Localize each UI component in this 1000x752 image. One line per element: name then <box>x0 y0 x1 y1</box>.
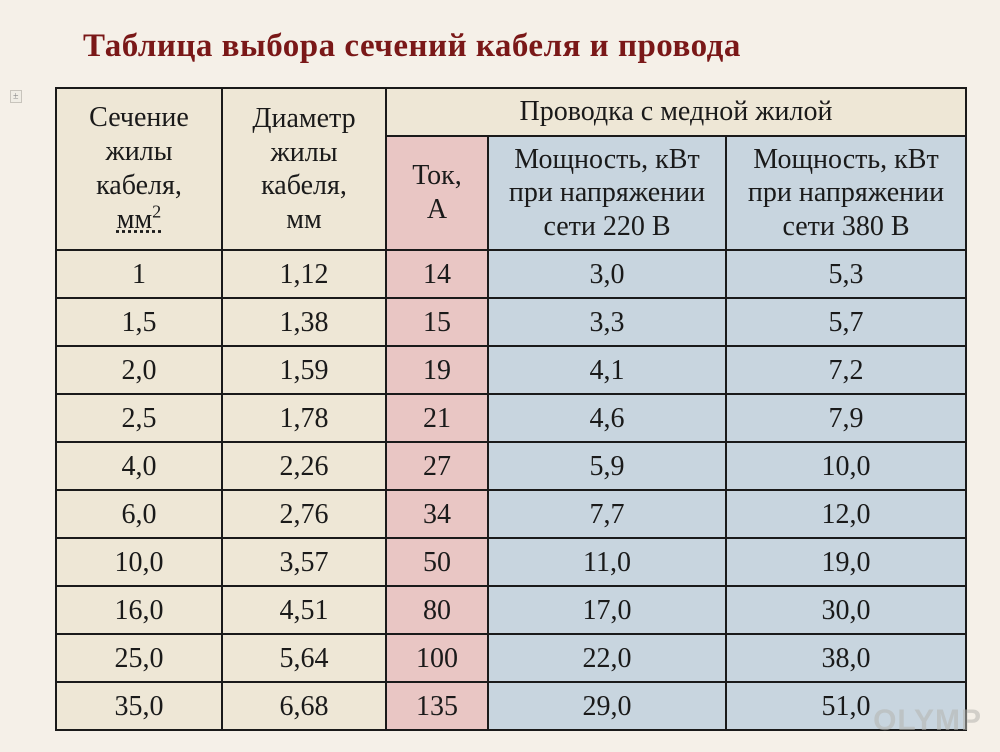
table-row: 11,12143,05,3 <box>56 250 966 298</box>
table-row: 16,04,518017,030,0 <box>56 586 966 634</box>
cell-section: 4,0 <box>56 442 222 490</box>
cell-diameter: 4,51 <box>222 586 386 634</box>
header-section-l2: жилы <box>105 136 172 167</box>
cell-power-220: 17,0 <box>488 586 726 634</box>
header-section: Сечение жилы кабеля, мм2 <box>56 88 222 250</box>
cable-table: Сечение жилы кабеля, мм2 Диаметр жилы ка… <box>55 87 967 731</box>
cell-current: 135 <box>386 682 488 730</box>
table-body: 11,12143,05,31,51,38153,35,72,01,59194,1… <box>56 250 966 730</box>
cell-section: 35,0 <box>56 682 222 730</box>
cell-section: 1,5 <box>56 298 222 346</box>
header-current-l1: Ток, <box>412 160 462 191</box>
table-row: 2,51,78214,67,9 <box>56 394 966 442</box>
cell-power-380: 38,0 <box>726 634 966 682</box>
cell-power-380: 5,7 <box>726 298 966 346</box>
cell-current: 15 <box>386 298 488 346</box>
cell-power-380: 5,3 <box>726 250 966 298</box>
header-diameter-l2: жилы <box>270 137 337 168</box>
cell-power-220: 7,7 <box>488 490 726 538</box>
table-row: 1,51,38153,35,7 <box>56 298 966 346</box>
table-row: 6,02,76347,712,0 <box>56 490 966 538</box>
header-diameter-l1: Диаметр <box>252 103 355 134</box>
cell-power-220: 4,1 <box>488 346 726 394</box>
header-diameter-l3: кабеля, <box>261 170 347 201</box>
header-power-380: Мощность, кВт при напряжении сети 380 В <box>726 136 966 251</box>
cell-power-380: 19,0 <box>726 538 966 586</box>
header-section-sup: 2 <box>152 202 161 222</box>
cell-current: 21 <box>386 394 488 442</box>
cell-current: 14 <box>386 250 488 298</box>
header-diameter-l4: мм <box>286 204 321 235</box>
header-section-unit: мм <box>117 204 152 235</box>
cell-power-220: 4,6 <box>488 394 726 442</box>
cell-diameter: 1,78 <box>222 394 386 442</box>
cell-power-380: 51,0 <box>726 682 966 730</box>
table-row: 10,03,575011,019,0 <box>56 538 966 586</box>
document-page: Таблица выбора сечений кабеля и провода … <box>0 0 1000 751</box>
cell-diameter: 2,26 <box>222 442 386 490</box>
page-title: Таблица выбора сечений кабеля и провода <box>83 28 970 65</box>
cell-power-220: 3,0 <box>488 250 726 298</box>
table-row: 2,01,59194,17,2 <box>56 346 966 394</box>
cell-power-380: 12,0 <box>726 490 966 538</box>
cell-diameter: 6,68 <box>222 682 386 730</box>
table-row: 25,05,6410022,038,0 <box>56 634 966 682</box>
header-p220-l1: Мощность, кВт <box>514 144 699 175</box>
cell-diameter: 1,38 <box>222 298 386 346</box>
cell-current: 50 <box>386 538 488 586</box>
cell-power-220: 29,0 <box>488 682 726 730</box>
cell-diameter: 2,76 <box>222 490 386 538</box>
cell-current: 19 <box>386 346 488 394</box>
cell-current: 100 <box>386 634 488 682</box>
table-row: 35,06,6813529,051,0 <box>56 682 966 730</box>
cell-diameter: 5,64 <box>222 634 386 682</box>
cell-diameter: 1,59 <box>222 346 386 394</box>
cell-power-380: 7,2 <box>726 346 966 394</box>
header-p380-l2: при напряжении <box>748 177 944 208</box>
cell-section: 1 <box>56 250 222 298</box>
cell-section: 2,0 <box>56 346 222 394</box>
header-diameter: Диаметр жилы кабеля, мм <box>222 88 386 250</box>
cell-current: 80 <box>386 586 488 634</box>
margin-marker: ± <box>10 90 22 103</box>
cell-section: 25,0 <box>56 634 222 682</box>
cell-current: 27 <box>386 442 488 490</box>
cell-power-380: 10,0 <box>726 442 966 490</box>
cell-section: 10,0 <box>56 538 222 586</box>
cell-power-380: 7,9 <box>726 394 966 442</box>
cell-power-220: 22,0 <box>488 634 726 682</box>
cell-section: 6,0 <box>56 490 222 538</box>
table-header: Сечение жилы кабеля, мм2 Диаметр жилы ка… <box>56 88 966 250</box>
cell-section: 16,0 <box>56 586 222 634</box>
header-p220-l3: сети 220 В <box>543 211 670 242</box>
table-row: 4,02,26275,910,0 <box>56 442 966 490</box>
header-p380-l1: Мощность, кВт <box>753 144 938 175</box>
header-p380-l3: сети 380 В <box>782 211 909 242</box>
cell-power-220: 11,0 <box>488 538 726 586</box>
header-p220-l2: при напряжении <box>509 177 705 208</box>
cell-power-220: 3,3 <box>488 298 726 346</box>
cell-current: 34 <box>386 490 488 538</box>
cell-diameter: 1,12 <box>222 250 386 298</box>
header-current-l2: А <box>427 194 447 225</box>
cell-diameter: 3,57 <box>222 538 386 586</box>
header-section-l3: кабеля, <box>96 170 182 201</box>
header-section-l1: Сечение <box>89 102 189 133</box>
header-group-copper: Проводка с медной жилой <box>386 88 966 136</box>
cell-power-380: 30,0 <box>726 586 966 634</box>
header-current: Ток, А <box>386 136 488 251</box>
cell-power-220: 5,9 <box>488 442 726 490</box>
cell-section: 2,5 <box>56 394 222 442</box>
header-power-220: Мощность, кВт при напряжении сети 220 В <box>488 136 726 251</box>
